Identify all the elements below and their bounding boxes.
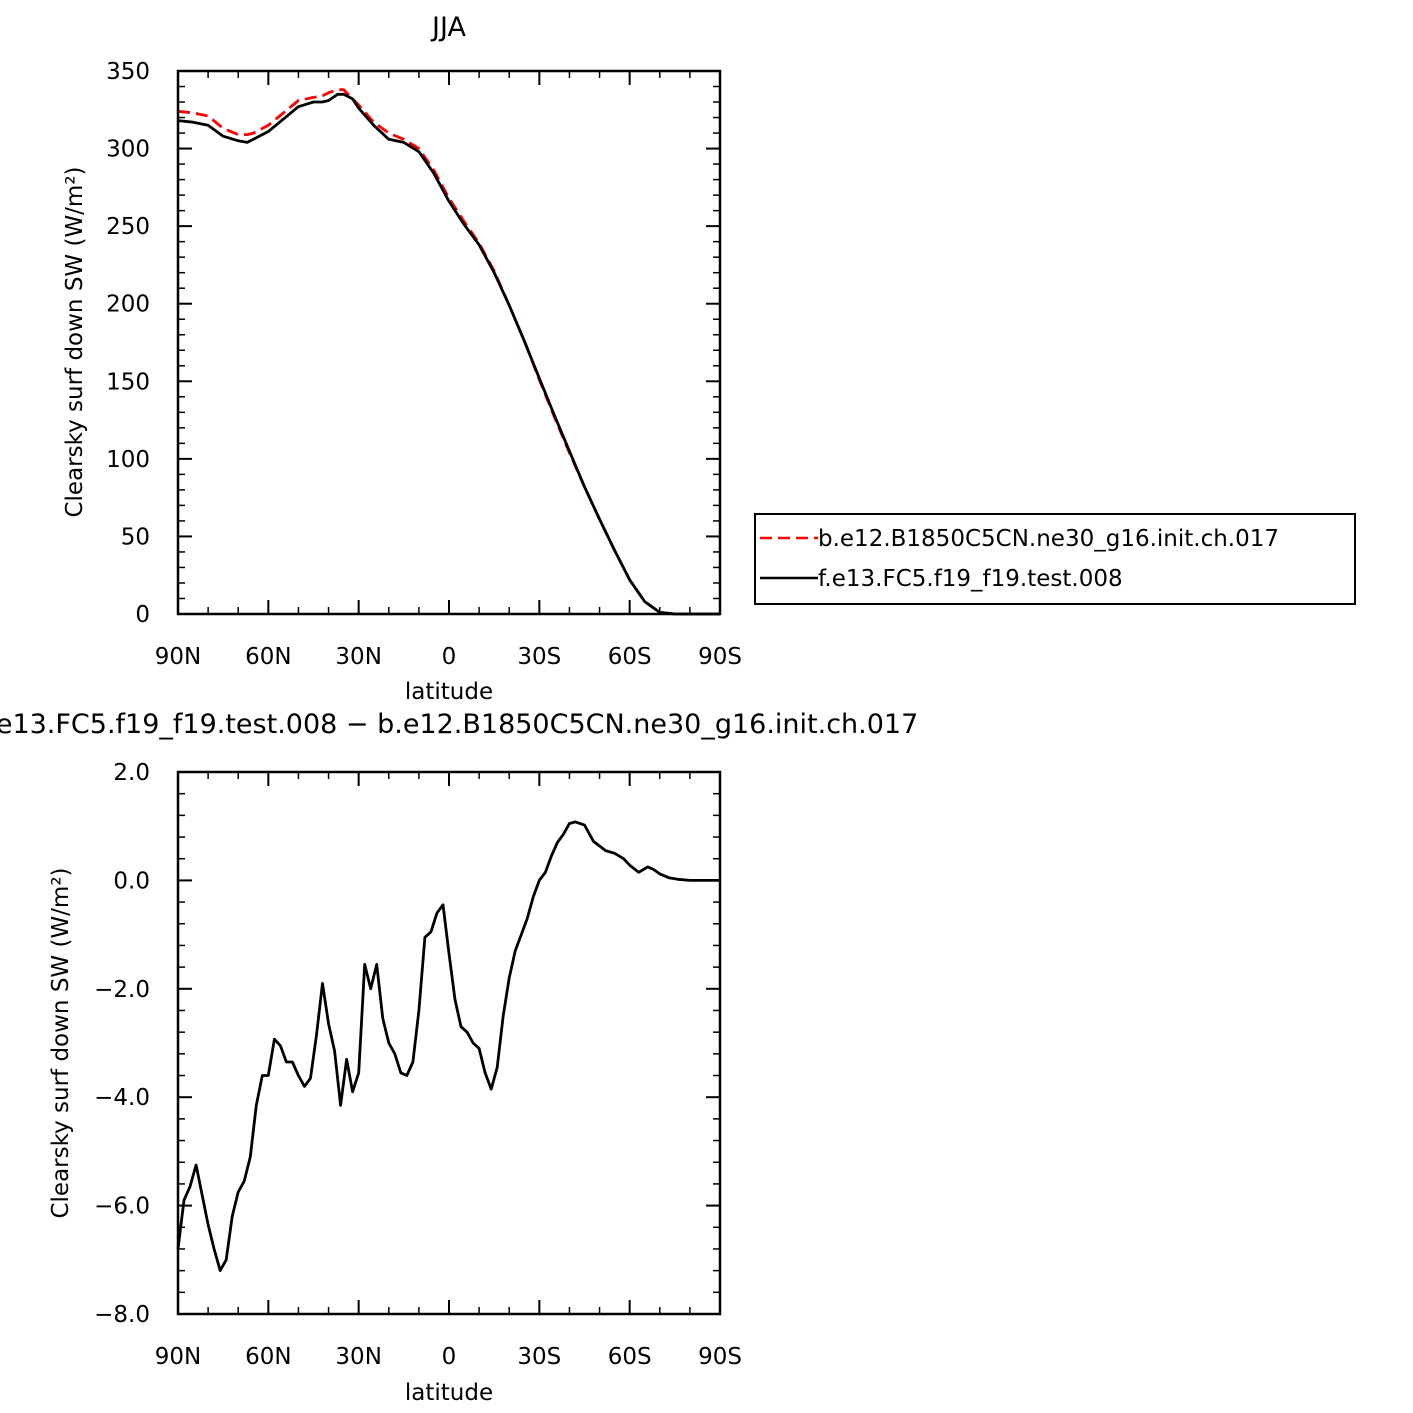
series-line-0 (177, 88, 720, 616)
y-tick-label: 0 (135, 602, 150, 628)
y-tick-label: −8.0 (94, 1302, 150, 1328)
y-axis-label: Clearsky surf down SW (W/m²) (48, 867, 74, 1218)
y-tick-label: 150 (106, 369, 150, 395)
x-tick-label: 90S (698, 644, 742, 670)
series-line-1 (177, 92, 720, 616)
y-tick-label: −4.0 (94, 1085, 150, 1111)
y-ticks (178, 771, 720, 1315)
legend-entry-1: f.e13.FC5.f19_f19.test.008 (818, 566, 1123, 592)
y-tick-label: 300 (106, 137, 150, 163)
y-ticks (178, 70, 720, 615)
series-lines (176, 820, 720, 1272)
x-tick-label: 30N (335, 644, 381, 670)
x-tick-label: 30S (517, 1344, 561, 1370)
tick-labels: 0 50 100 150 200 250 300 350 90N 60N 30N 0 30S 60S 90S (106, 59, 742, 670)
y-tick-label: 2.0 (113, 760, 150, 786)
chart-title: JJA (430, 12, 466, 43)
x-axis-label: latitude (405, 1380, 493, 1406)
x-tick-label: 60N (245, 1344, 291, 1370)
y-tick-label: −6.0 (94, 1194, 150, 1220)
y-tick-label: 350 (106, 59, 150, 85)
legend-entry-0: b.e12.B1850C5CN.ne30_g16.init.ch.017 (818, 526, 1279, 552)
chart-title: f.e13.FC5.f19_f19.test.008 − b.e12.B1850… (0, 709, 918, 740)
x-tick-label: 60N (245, 644, 291, 670)
y-tick-label: −2.0 (94, 977, 150, 1003)
plot-frame (176, 69, 722, 616)
x-tick-label: 90N (155, 644, 201, 670)
x-tick-label: 60S (608, 1344, 652, 1370)
y-tick-label: 50 (121, 524, 150, 550)
x-ticks (177, 71, 721, 614)
x-tick-label: 90S (698, 1344, 742, 1370)
y-axis-label: Clearsky surf down SW (W/m²) (62, 166, 88, 517)
y-tick-label: 200 (106, 292, 150, 318)
x-tick-label: 0 (442, 1344, 457, 1370)
x-ticks (177, 772, 721, 1314)
y-tick-label: 100 (106, 447, 150, 473)
x-tick-label: 90N (155, 1344, 201, 1370)
tick-labels: −8.0 −6.0 −4.0 −2.0 0.0 2.0 90N 60N 30N 0 30S 60S 90… (94, 760, 742, 1370)
panel-top: 0 50 100 150 200 250 300 350 90N 60N 30N 0 30S 60S 90S… (62, 12, 1356, 705)
x-axis-label: latitude (405, 679, 493, 705)
y-tick-label: 0.0 (113, 868, 150, 894)
series-lines (177, 88, 720, 616)
plot-frame (176, 770, 722, 1316)
x-tick-label: 30N (335, 1344, 381, 1370)
x-tick-label: 60S (608, 644, 652, 670)
panel-bottom: −8.0 −6.0 −4.0 −2.0 0.0 2.0 90N 60N 30N 0 30S 60S 90… (0, 709, 918, 1406)
x-tick-label: 30S (517, 644, 561, 670)
x-tick-label: 0 (442, 644, 457, 670)
series-line-0 (176, 820, 720, 1272)
legend: b.e12.B1850C5CN.ne30_g16.init.ch.017 f.e… (754, 513, 1356, 605)
legend-box (754, 513, 1356, 605)
y-tick-label: 250 (106, 214, 150, 240)
